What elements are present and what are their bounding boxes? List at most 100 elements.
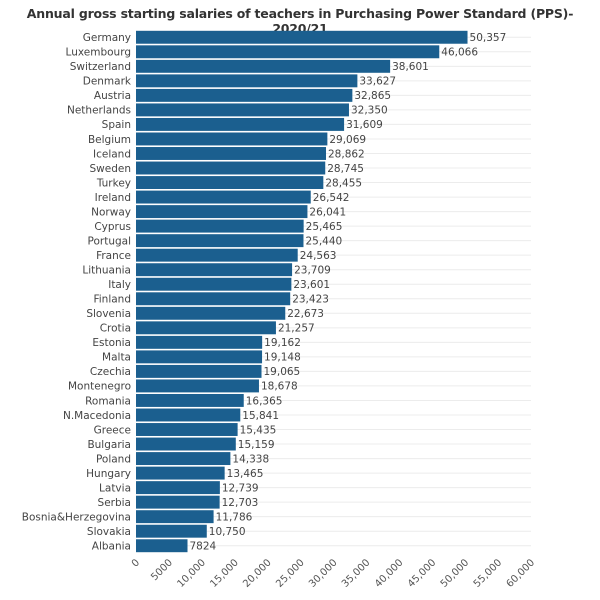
bar[interactable] [136, 59, 391, 73]
x-tick-label: 50,000 [439, 557, 472, 590]
value-label: 24,563 [300, 250, 337, 262]
bar[interactable] [136, 408, 241, 422]
value-label: 16,365 [246, 395, 283, 407]
bar[interactable] [136, 234, 304, 248]
bar[interactable] [136, 248, 298, 262]
category-label: Czechia [90, 366, 131, 378]
bar[interactable] [136, 539, 188, 553]
category-label: Hungary [86, 468, 131, 480]
x-tick-label: 0 [130, 557, 142, 569]
category-label: Lithuania [82, 265, 131, 277]
bar[interactable] [136, 364, 262, 378]
bar[interactable] [136, 45, 440, 59]
bar[interactable] [136, 335, 263, 349]
value-label: 19,162 [264, 337, 301, 349]
bar[interactable] [136, 321, 276, 335]
bar[interactable] [136, 176, 324, 190]
bar[interactable] [136, 350, 263, 364]
category-label: Switzerland [70, 61, 131, 73]
bar[interactable] [136, 190, 311, 204]
value-labels: 50,357 46,066 38,601 33,627 32,865 32,350 31,6… [190, 32, 507, 552]
value-label: 31,609 [346, 119, 383, 131]
value-label: 19,065 [264, 366, 301, 378]
bar[interactable] [136, 88, 353, 102]
value-label: 25,440 [305, 235, 342, 247]
bar[interactable] [136, 524, 207, 538]
category-label: Luxembourg [66, 47, 131, 59]
category-labels: Germany Luxembourg Switzerland Denmark Austr… [22, 32, 132, 552]
category-label: Iceland [93, 148, 131, 160]
value-label: 28,455 [325, 177, 362, 189]
bar[interactable] [136, 30, 468, 44]
category-label: Spain [102, 119, 131, 131]
x-tick-label: 5000 [149, 557, 175, 583]
bar[interactable] [136, 147, 327, 160]
x-tick-label: 30,000 [307, 557, 340, 590]
bar[interactable] [136, 205, 308, 219]
value-label: 29,069 [329, 134, 366, 146]
x-tick-label: 25,000 [274, 557, 307, 590]
category-label: Malta [102, 352, 131, 364]
category-label: Turkey [96, 177, 131, 189]
bar[interactable] [136, 117, 345, 131]
bar[interactable] [136, 161, 326, 175]
category-label: N.Macedonia [63, 410, 131, 422]
bar[interactable] [136, 132, 328, 146]
category-label: Serbia [98, 497, 131, 509]
bar[interactable] [136, 292, 291, 306]
category-label: Poland [96, 453, 131, 465]
category-label: Sweden [90, 163, 132, 175]
bar[interactable] [136, 393, 244, 407]
value-label: 28,745 [327, 163, 364, 175]
category-label: Montenegro [68, 381, 131, 393]
category-label: Bosnia&Herzegovina [22, 511, 131, 523]
x-tick-label: 40,000 [373, 557, 406, 590]
value-label: 21,257 [278, 323, 315, 335]
value-label: 46,066 [441, 47, 478, 59]
category-label: Italy [108, 279, 131, 291]
category-label: Crotia [100, 323, 131, 335]
category-label: Romania [85, 395, 131, 407]
value-label: 14,338 [232, 453, 269, 465]
category-label: Bulgaria [87, 439, 131, 451]
category-label: Norway [91, 206, 131, 218]
value-label: 15,159 [238, 439, 275, 451]
x-tick-label: 35,000 [340, 557, 373, 590]
bar[interactable] [136, 510, 214, 524]
value-label: 32,350 [351, 105, 388, 117]
category-label: Latvia [99, 482, 131, 494]
x-tick-label: 45,000 [406, 557, 439, 590]
value-label: 19,148 [264, 352, 301, 364]
category-label: Cyprus [94, 221, 131, 233]
bar[interactable] [136, 219, 304, 233]
value-label: 15,435 [240, 424, 277, 436]
value-label: 38,601 [392, 61, 429, 73]
value-label: 12,739 [222, 482, 259, 494]
value-label: 22,673 [287, 308, 324, 320]
value-label: 7824 [190, 541, 217, 553]
bar[interactable] [136, 263, 293, 277]
bar[interactable] [136, 379, 259, 393]
x-tick-label: 15,000 [208, 557, 241, 590]
bar[interactable] [136, 103, 349, 117]
x-tick-label: 10,000 [175, 557, 208, 590]
x-axis-ticks: 0 5000 10,000 15,000 20,000 25,000 30,000 35,00… [130, 557, 537, 590]
value-label: 26,542 [313, 192, 350, 204]
value-label: 50,357 [470, 32, 507, 44]
bar[interactable] [136, 481, 220, 495]
category-label: Denmark [83, 76, 132, 88]
x-tick-label: 20,000 [241, 557, 274, 590]
bar[interactable] [136, 495, 220, 509]
category-label: Estonia [92, 337, 131, 349]
category-label: Ireland [95, 192, 131, 204]
bar[interactable] [136, 466, 225, 480]
value-label: 10,750 [209, 526, 246, 538]
category-label: Finland [93, 294, 131, 306]
bar[interactable] [136, 74, 358, 88]
bar[interactable] [136, 277, 292, 291]
bar[interactable] [136, 423, 238, 436]
bar[interactable] [136, 437, 236, 451]
bar[interactable] [136, 452, 231, 466]
bar[interactable] [136, 306, 286, 320]
value-label: 26,041 [309, 206, 346, 218]
